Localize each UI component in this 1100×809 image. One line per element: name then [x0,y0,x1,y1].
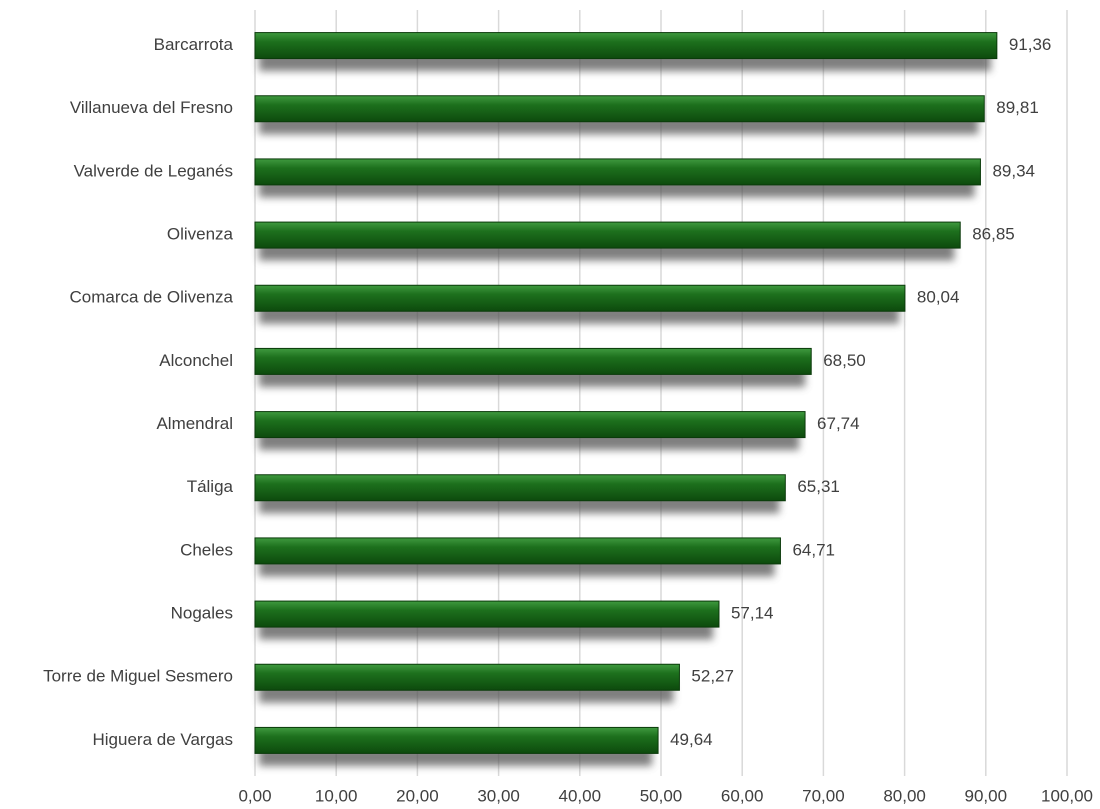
x-tick-label: 20,00 [396,786,439,805]
value-label: 52,27 [691,667,734,686]
y-tick-label: Valverde de Leganés [74,161,233,180]
value-label: 80,04 [917,288,960,307]
bar [254,32,998,60]
bar [254,411,806,439]
value-label: 64,71 [792,540,835,559]
bar [254,474,786,502]
bar [254,663,680,691]
bar [254,537,781,565]
y-tick-label: Barcarrota [154,35,234,54]
bar [254,347,812,375]
bar [254,95,985,123]
y-tick-label: Cheles [180,540,233,559]
value-label: 67,74 [817,414,860,433]
x-tick-label: 100,00 [1041,786,1093,805]
x-tick-label: 90,00 [965,786,1008,805]
y-tick-label: Torre de Miguel Sesmero [43,667,233,686]
x-tick-label: 80,00 [883,786,926,805]
value-label: 89,34 [992,161,1035,180]
y-tick-label: Nogales [171,604,233,623]
bar [254,600,720,628]
x-tick-label: 50,00 [640,786,683,805]
value-label: 65,31 [797,477,840,496]
y-tick-label: Higuera de Vargas [93,730,234,749]
x-tick-label: 0,00 [238,786,271,805]
y-tick-label: Táliga [187,477,234,496]
x-tick-label: 40,00 [559,786,602,805]
value-label: 57,14 [731,604,774,623]
x-tick-label: 60,00 [721,786,764,805]
y-tick-label: Almendral [156,414,233,433]
y-tick-label: Alconchel [159,351,233,370]
x-tick-label: 70,00 [802,786,845,805]
x-tick-label: 10,00 [315,786,358,805]
value-label: 49,64 [670,730,713,749]
y-tick-label: Olivenza [167,225,234,244]
value-label: 86,85 [972,225,1015,244]
y-tick-label: Villanueva del Fresno [70,98,233,117]
x-tick-label: 30,00 [477,786,520,805]
bar [254,726,659,754]
bar [254,158,981,186]
value-label: 91,36 [1009,35,1052,54]
bar [254,221,961,249]
y-tick-label: Comarca de Olivenza [70,288,234,307]
value-label: 68,50 [823,351,866,370]
bar [254,284,906,312]
value-label: 89,81 [996,98,1039,117]
